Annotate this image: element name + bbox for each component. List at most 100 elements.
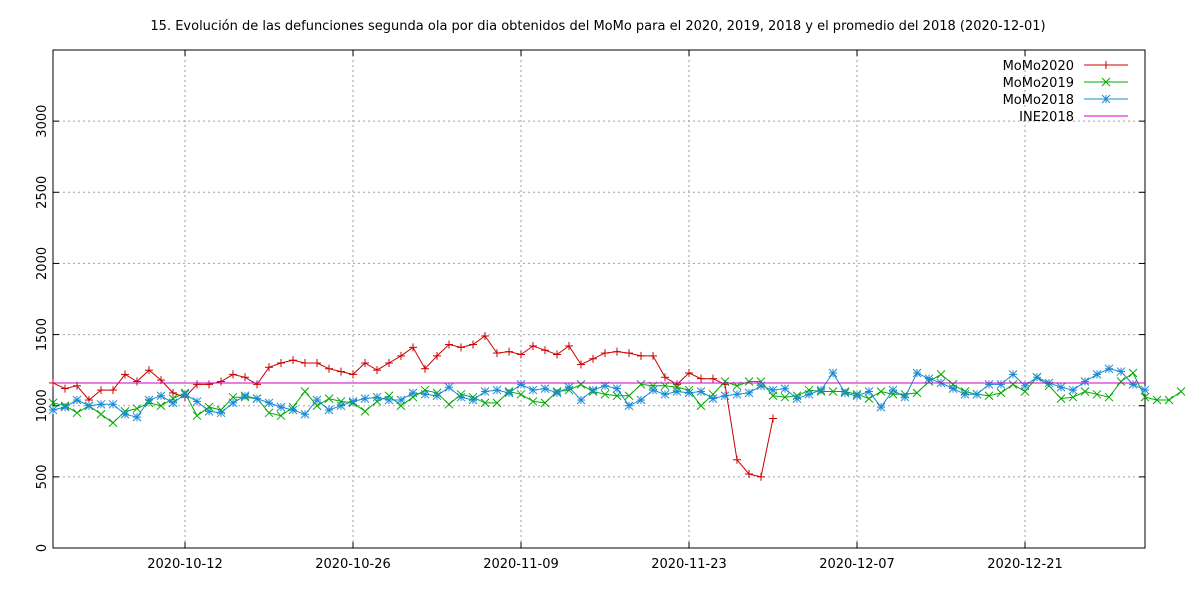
data-point — [936, 370, 946, 379]
data-point — [204, 407, 214, 416]
data-point — [1068, 392, 1078, 402]
data-point — [589, 354, 597, 363]
data-point — [252, 394, 262, 403]
x-tick-label: 2020-11-09 — [483, 557, 559, 572]
data-point — [517, 350, 525, 359]
data-point — [1080, 377, 1090, 386]
data-point — [409, 343, 417, 352]
data-point — [708, 394, 718, 403]
series-line — [52, 368, 1146, 418]
data-point — [145, 366, 153, 375]
data-point — [457, 343, 465, 352]
data-point — [828, 368, 838, 378]
data-point — [372, 392, 382, 402]
y-tick-label: 2500 — [35, 176, 50, 209]
data-point — [156, 401, 166, 411]
y-tick-label: 3000 — [35, 105, 50, 138]
data-point — [744, 388, 754, 398]
data-point — [420, 385, 430, 395]
series-momo2019 — [48, 368, 1186, 428]
data-point — [984, 391, 994, 401]
data-point — [1104, 364, 1114, 374]
data-point — [1008, 370, 1018, 379]
data-point — [588, 385, 598, 395]
data-point — [192, 411, 202, 421]
data-point — [864, 387, 874, 396]
data-point — [780, 384, 790, 393]
data-point — [732, 389, 742, 399]
data-point — [804, 389, 814, 399]
data-point — [1140, 392, 1150, 402]
legend: MoMo2020 MoMo2019 MoMo2018 INE2018 — [1003, 59, 1128, 125]
data-point — [480, 387, 490, 396]
data-point — [876, 402, 886, 412]
data-point — [445, 340, 453, 349]
data-point — [264, 408, 274, 418]
data-point — [277, 359, 285, 368]
data-point — [264, 398, 274, 408]
data-point — [84, 401, 94, 411]
data-point — [516, 380, 526, 389]
data-point — [684, 388, 694, 398]
data-point — [48, 405, 58, 415]
x-tick-label: 2020-10-26 — [315, 557, 391, 572]
data-point — [169, 388, 177, 397]
series-momo2018 — [48, 364, 1150, 422]
data-point — [97, 386, 105, 395]
data-point — [372, 397, 382, 406]
y-tick-label: 1000 — [35, 389, 50, 422]
data-point — [373, 366, 381, 375]
legend-label: INE2018 — [1019, 110, 1074, 125]
data-point — [745, 470, 753, 479]
data-point — [216, 408, 226, 418]
data-point — [540, 398, 550, 408]
data-point — [540, 384, 550, 393]
data-point — [1056, 394, 1066, 403]
data-point — [948, 384, 958, 393]
data-point — [48, 398, 58, 408]
data-point — [852, 391, 862, 401]
x-tick-label: 2020-10-12 — [147, 557, 223, 572]
data-point — [505, 347, 513, 356]
data-point — [636, 395, 646, 405]
legend-label: MoMo2018 — [1003, 93, 1074, 108]
data-point — [396, 395, 406, 405]
data-point — [504, 388, 514, 398]
data-point — [888, 385, 898, 395]
data-point — [349, 370, 357, 379]
data-point — [60, 402, 70, 412]
data-point — [552, 388, 562, 398]
data-point — [132, 412, 142, 422]
data-point — [360, 407, 370, 416]
data-point — [444, 399, 454, 409]
series-momo2020 — [49, 331, 777, 481]
data-point — [613, 347, 621, 356]
data-point — [408, 388, 418, 398]
data-point — [312, 395, 322, 405]
data-point — [133, 377, 141, 386]
data-point — [564, 382, 574, 392]
data-point — [61, 384, 69, 393]
data-point — [336, 397, 346, 406]
data-point — [1128, 380, 1138, 389]
data-point — [325, 364, 333, 373]
data-point — [528, 397, 538, 406]
data-point — [96, 409, 106, 419]
data-point — [156, 391, 166, 401]
data-point — [996, 380, 1006, 389]
data-point — [840, 388, 850, 398]
data-point — [733, 455, 741, 464]
data-point — [984, 380, 994, 389]
data-point — [109, 386, 117, 395]
data-point — [1080, 387, 1090, 396]
data-point — [313, 359, 321, 368]
data-point — [769, 414, 777, 423]
data-point — [240, 391, 250, 401]
data-point — [1092, 389, 1102, 399]
data-point — [108, 418, 118, 428]
data-point — [768, 385, 778, 395]
data-point — [228, 398, 238, 408]
data-point — [1116, 367, 1126, 376]
data-point — [780, 392, 790, 402]
